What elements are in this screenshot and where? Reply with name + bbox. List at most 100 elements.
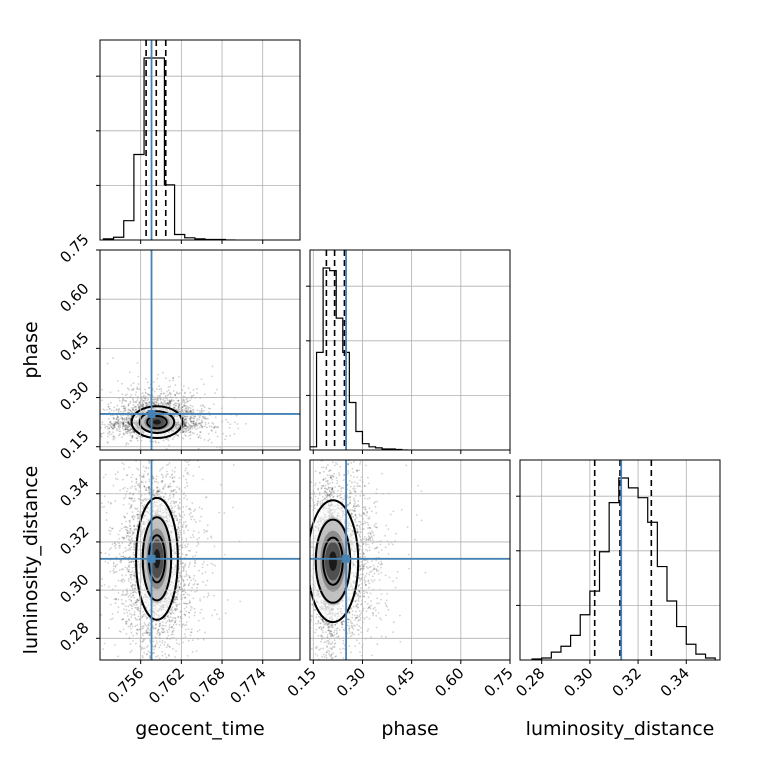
sample-point xyxy=(190,606,193,609)
sample-point xyxy=(129,427,132,430)
sample-point xyxy=(146,631,149,634)
sample-point xyxy=(142,403,145,406)
sample-point xyxy=(154,627,157,630)
sample-point xyxy=(207,594,210,597)
sample-point xyxy=(110,426,113,429)
sample-point xyxy=(211,421,214,424)
sample-point xyxy=(178,527,180,530)
sample-point xyxy=(161,479,164,482)
sample-point xyxy=(131,435,134,437)
sample-point xyxy=(157,490,160,492)
sample-point xyxy=(183,403,185,406)
sample-point xyxy=(187,473,190,476)
sample-point xyxy=(179,555,182,558)
sample-point xyxy=(203,531,206,534)
sample-point xyxy=(114,565,117,568)
sample-point xyxy=(172,438,174,440)
sample-point xyxy=(128,429,131,432)
sample-point xyxy=(156,397,159,400)
sample-point xyxy=(120,559,123,562)
sample-point xyxy=(110,401,112,404)
sample-point xyxy=(112,569,115,572)
sample-point xyxy=(132,431,135,434)
sample-point xyxy=(168,624,171,626)
sample-point xyxy=(130,546,133,549)
sample-point xyxy=(190,631,192,634)
sample-point xyxy=(138,517,141,520)
sample-point xyxy=(118,630,121,632)
sample-point xyxy=(117,420,119,423)
sample-point xyxy=(118,418,121,421)
sample-point xyxy=(183,425,186,428)
sample-point xyxy=(113,424,116,427)
sample-point xyxy=(107,428,109,430)
sample-point xyxy=(189,420,192,423)
sample-point xyxy=(136,507,139,510)
sample-point xyxy=(122,432,125,435)
sample-point xyxy=(159,622,162,625)
sample-point xyxy=(182,475,185,477)
sample-point xyxy=(159,495,161,498)
sample-point xyxy=(210,429,213,432)
sample-point xyxy=(122,432,125,435)
sample-point xyxy=(126,532,129,534)
sample-point xyxy=(192,555,194,558)
sample-point xyxy=(158,646,161,649)
sample-point xyxy=(173,617,176,619)
sample-point xyxy=(182,510,185,513)
sample-point xyxy=(200,419,203,422)
sample-point xyxy=(185,430,188,433)
sample-point xyxy=(169,482,172,485)
sample-point xyxy=(115,598,117,600)
sample-point xyxy=(228,426,231,429)
sample-point xyxy=(191,395,194,398)
sample-point xyxy=(145,377,147,380)
sample-point xyxy=(87,414,89,416)
sample-point xyxy=(185,524,188,527)
sample-point xyxy=(155,441,157,444)
sample-point xyxy=(119,422,122,425)
sample-point xyxy=(113,417,116,420)
sample-point xyxy=(191,534,194,536)
sample-point xyxy=(166,397,168,400)
sample-point xyxy=(170,608,173,611)
sample-point xyxy=(187,639,190,642)
sample-point xyxy=(110,502,112,504)
sample-point xyxy=(104,426,107,429)
sample-point xyxy=(168,444,171,447)
sample-point xyxy=(190,410,193,413)
sample-point xyxy=(127,423,130,425)
sample-point xyxy=(204,496,207,499)
sample-point xyxy=(112,414,114,417)
sample-point xyxy=(191,424,194,427)
sample-point xyxy=(174,404,177,407)
sample-point xyxy=(136,437,139,439)
sample-point xyxy=(167,403,170,406)
sample-point xyxy=(205,417,208,420)
sample-point xyxy=(136,361,139,364)
sample-point xyxy=(138,486,141,489)
sample-point xyxy=(133,574,135,577)
sample-point xyxy=(127,409,129,411)
sample-point xyxy=(115,418,118,421)
sample-point xyxy=(143,647,146,650)
sample-point xyxy=(141,475,143,478)
sample-point xyxy=(119,426,122,429)
sample-point xyxy=(190,395,193,398)
sample-point xyxy=(129,400,132,403)
sample-point xyxy=(158,385,161,387)
sample-point xyxy=(141,399,144,401)
sample-point xyxy=(114,420,116,423)
sample-point xyxy=(128,371,131,374)
sample-point xyxy=(162,402,165,405)
sample-point xyxy=(186,447,188,449)
sample-point xyxy=(88,454,90,456)
density-contour xyxy=(130,405,184,439)
sample-point xyxy=(115,409,118,412)
sample-point xyxy=(156,398,159,401)
sample-point xyxy=(131,480,133,483)
sample-point xyxy=(133,578,136,581)
sample-point xyxy=(184,596,187,599)
sample-point xyxy=(189,416,192,419)
sample-point xyxy=(179,563,182,566)
